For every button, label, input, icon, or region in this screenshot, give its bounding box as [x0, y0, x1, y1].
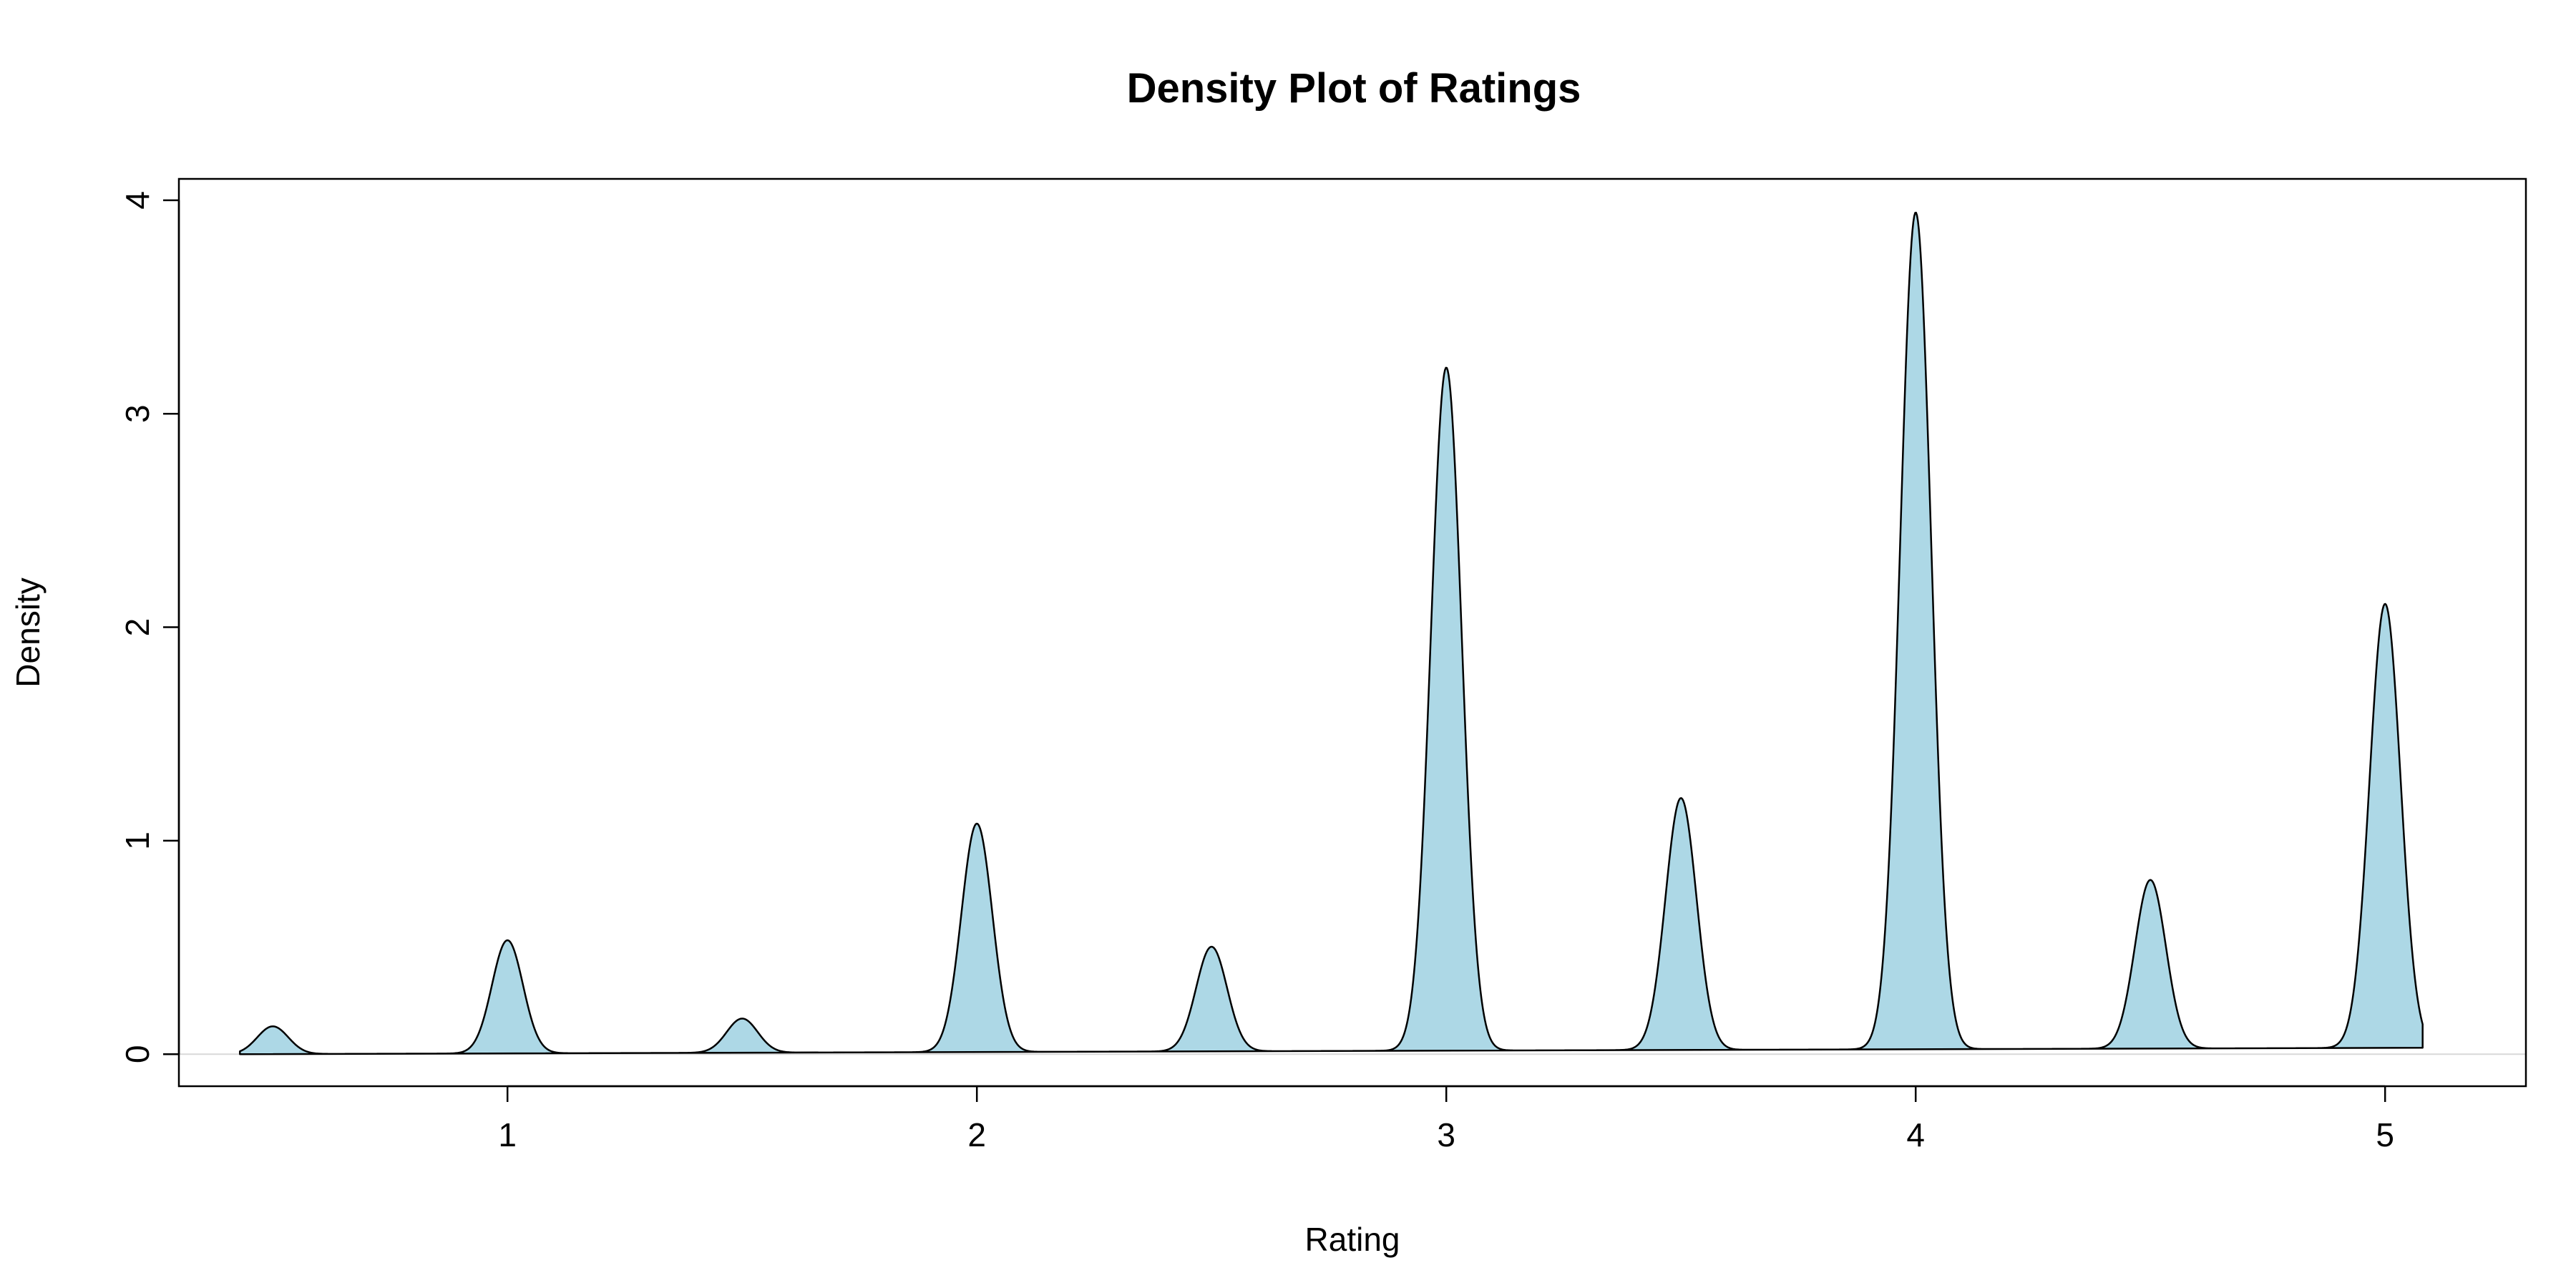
plot-frame	[177, 177, 2527, 1088]
y-axis-label: Density	[9, 577, 47, 687]
x-tick-label: 1	[498, 1116, 517, 1153]
y-tick-label: 1	[119, 831, 156, 850]
x-axis: 1 2 3 4 5	[498, 1085, 2394, 1153]
y-tick-label: 0	[119, 1045, 156, 1063]
density-fill	[240, 213, 2423, 1055]
x-tick-label: 5	[2376, 1116, 2394, 1153]
density-line	[239, 211, 2424, 1055]
y-axis: 0 1 2 3 4	[119, 191, 180, 1063]
density-area-layer	[239, 211, 2424, 1055]
chart-title: Density Plot of Ratings	[1127, 65, 1581, 112]
y-tick-label: 3	[119, 404, 156, 423]
x-tick-label: 4	[1906, 1116, 1925, 1153]
x-axis-label: Rating	[1305, 1221, 1400, 1258]
x-tick-label: 3	[1437, 1116, 1455, 1153]
x-tick-label: 2	[967, 1116, 986, 1153]
y-tick-label: 2	[119, 618, 156, 637]
y-tick-label: 4	[119, 191, 156, 210]
